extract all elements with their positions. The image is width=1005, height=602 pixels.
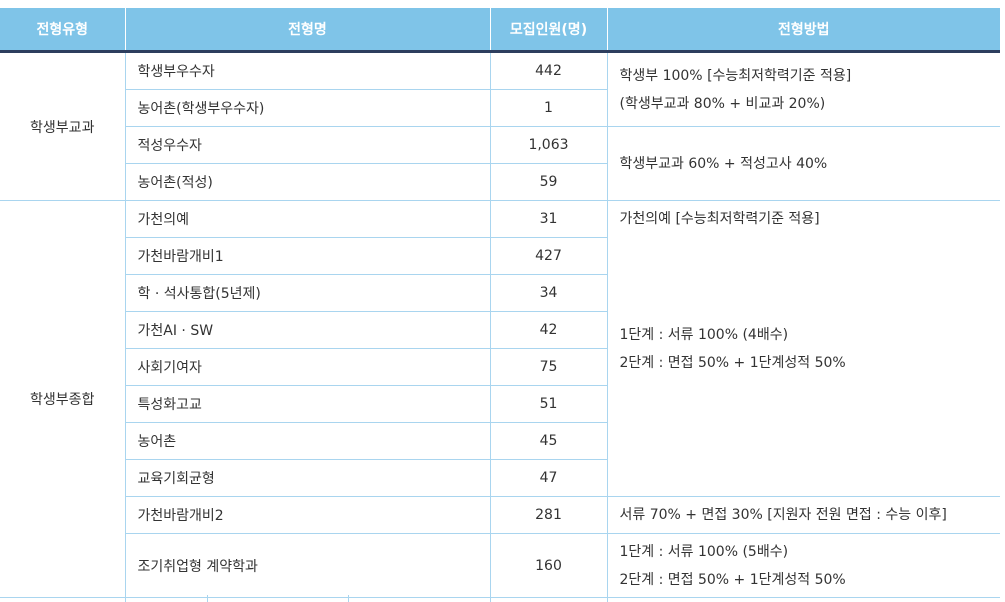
count-cell: 47 [489,459,607,497]
divider [490,595,491,602]
name-cell: 가천바람개비2 [125,496,491,534]
count-cell: 281 [489,496,608,534]
name-cell: 조기취업형 계약학과 [125,533,491,598]
method-line: 학생부 100% [수능최저학력기준 적용] [619,67,852,84]
name-cell: 적성우수자 [125,126,491,164]
count-cell: 31 [489,200,608,238]
method-line: 2단계 : 면접 50% + 1단계성적 50% [619,354,846,371]
count-cell: 42 [489,311,607,349]
header-cell: 전형유형 [0,8,125,53]
divider [348,595,349,602]
method-cell: 서류 70% + 면접 30% [지원자 전원 면접 : 수능 이후] [606,496,1000,534]
method-cell: 1단계 : 서류 100% (5배수) 2단계 : 면접 50% + 1단계성적 … [606,533,1000,598]
method-line: 2단계 : 면접 50% + 1단계성적 50% [619,571,846,588]
name-cell: 특성화고교 [125,385,491,423]
count-cell: 442 [489,51,608,90]
divider [125,595,126,602]
header-cell: 모집인원(명) [489,8,607,53]
name-cell: 학생부우수자 [124,51,491,90]
name-cell: 가천바람개비1 [125,237,491,275]
name-cell: 사회기여자 [125,348,491,386]
count-cell: 59 [489,163,607,201]
type-cell: 학생부종합 [0,200,126,598]
header-cell: 전형명 [124,8,490,53]
name-cell: 가천AI · SW [125,311,491,349]
method-line: 가천의예 [수능최저학력기준 적용] [619,211,820,227]
count-cell: 45 [489,422,607,460]
method-cell: 학생부교과 60% + 적성고사 40% [606,126,1000,201]
type-cell: 학생부교과 [0,51,126,201]
name-cell: 농어촌 [125,422,491,460]
name-cell: 농어촌(학생부우수자) [125,89,491,127]
count-cell: 160 [489,533,608,598]
count-cell: 427 [489,237,607,275]
count-cell: 75 [489,348,607,386]
method-cell: 가천의예 [수능최저학력기준 적용] 1단계 : 서류 100% (4배수) 2단계… [606,200,1000,497]
count-cell: 34 [489,274,607,312]
name-cell: 교육기회균형 [125,459,491,497]
header-cell: 전형방법 [606,8,1000,53]
divider [607,595,608,602]
admission-table: 전형유형 전형명 모집인원(명) 전형방법 학생부교과 학생부우수자 442 학… [0,8,1000,598]
method-cell: 학생부 100% [수능최저학력기준 적용] (학생부교과 80% + 비교과 2… [606,51,1000,127]
method-line: 학생부교과 60% + 적성고사 40% [619,155,828,172]
count-cell: 1 [489,89,607,127]
method-line: 1단계 : 서류 100% (4배수) [619,326,789,343]
method-line: (학생부교과 80% + 비교과 20%) [619,95,826,112]
method-line: 1단계 : 서류 100% (5배수) [619,543,789,560]
count-cell: 51 [489,385,607,423]
divider [207,595,208,602]
name-cell: 농어촌(적성) [125,163,491,201]
name-cell: 학 · 석사통합(5년제) [125,274,491,312]
count-cell: 1,063 [489,126,608,164]
name-cell: 가천의예 [124,200,491,238]
